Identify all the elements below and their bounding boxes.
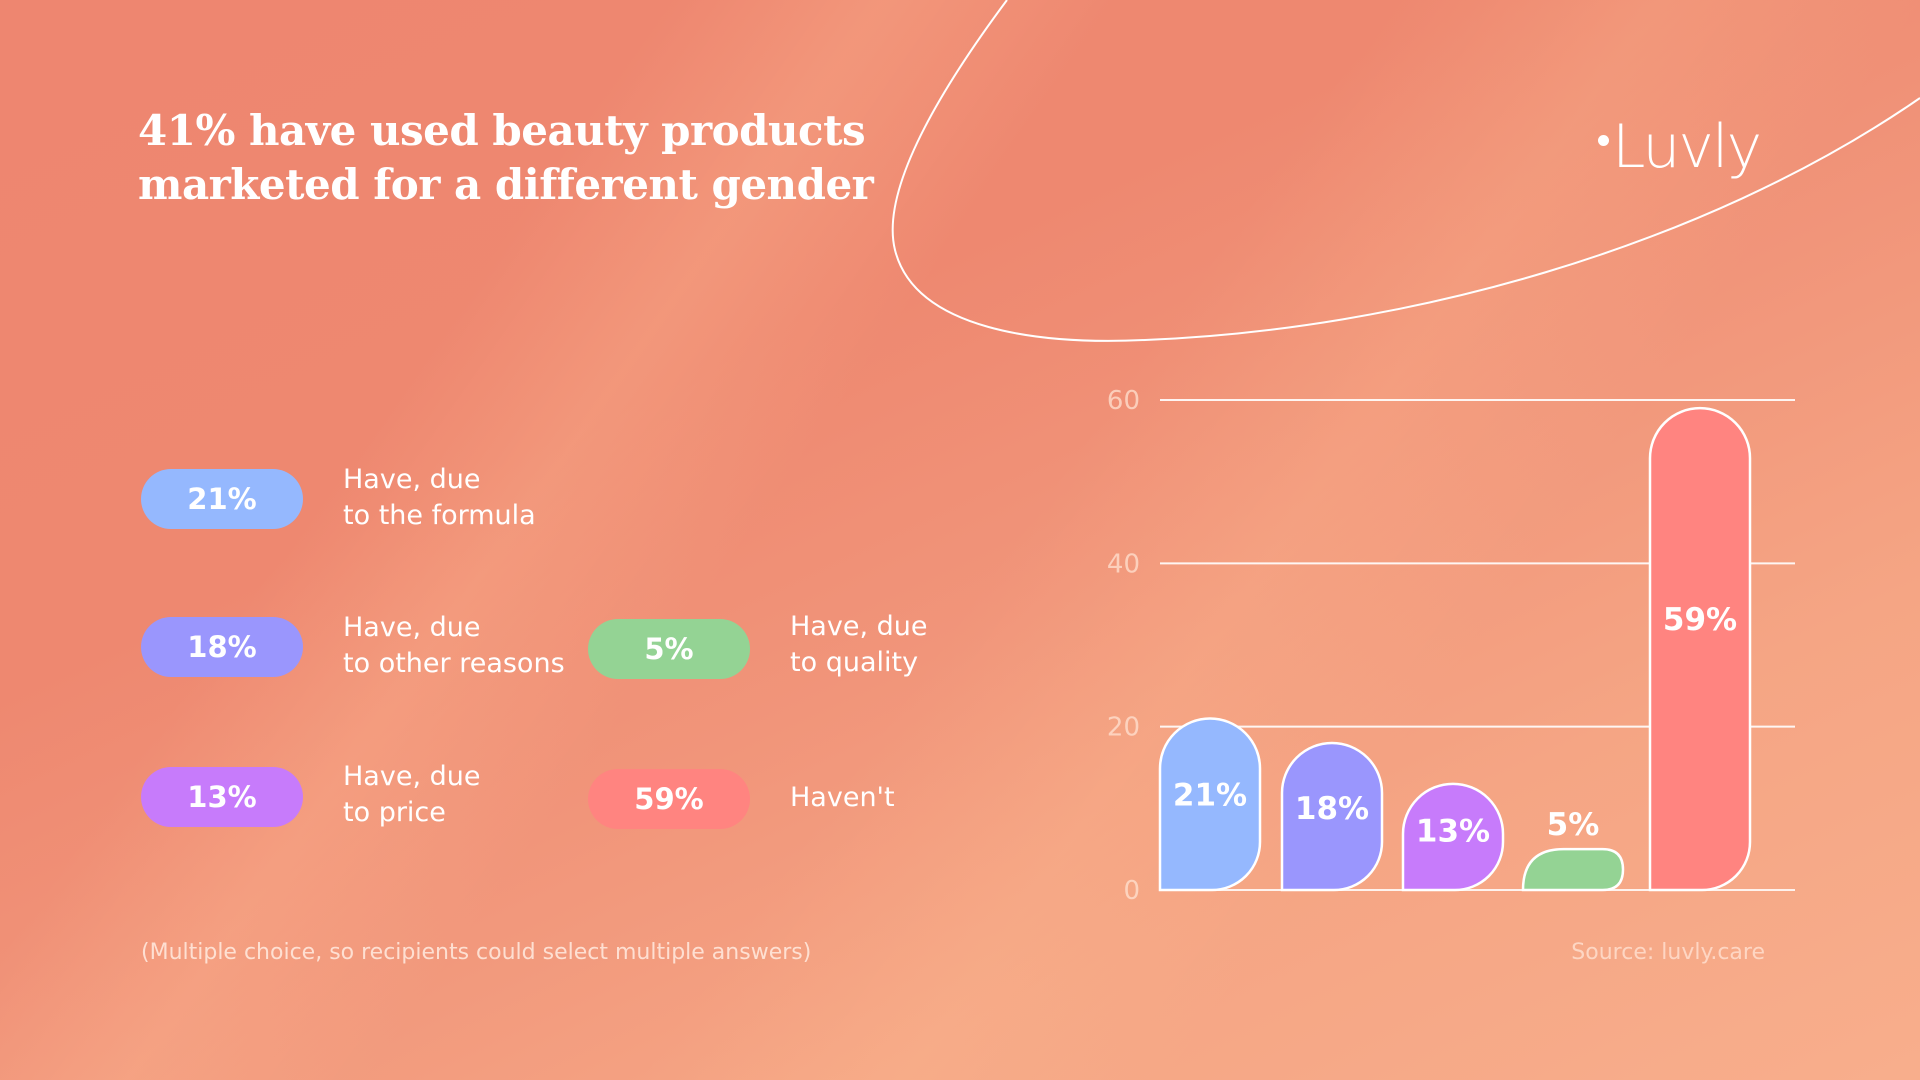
legend-value: 13% <box>187 780 257 814</box>
legend-pill-havent: 59% <box>588 769 750 829</box>
legend-value: 21% <box>187 482 257 516</box>
bar <box>1648 407 1752 892</box>
logo-text: Luvly <box>1612 112 1762 182</box>
legend-label-quality: Have, due to quality <box>790 609 927 681</box>
bar-data-label: 18% <box>1295 791 1369 827</box>
legend-label-havent: Haven't <box>790 780 895 816</box>
y-tick-label: 40 <box>1107 549 1140 579</box>
bar-data-label: 13% <box>1416 814 1490 850</box>
y-tick-label: 0 <box>1123 876 1140 906</box>
legend-value: 59% <box>634 782 704 816</box>
legend-value: 5% <box>644 632 694 666</box>
logo-dot-icon <box>1598 135 1609 146</box>
bar-data-label: 5% <box>1547 807 1600 843</box>
legend-label-line: Have, due <box>343 464 481 495</box>
legend-label-price: Have, due to price <box>343 759 480 831</box>
title-line-2: marketed for a different gender <box>138 160 874 209</box>
legend-pill-price: 13% <box>141 767 303 827</box>
legend-label-line: to quality <box>790 647 919 678</box>
legend-label-line: to the formula <box>343 500 536 531</box>
page-title: 41% have used beauty products marketed f… <box>138 104 874 212</box>
bar <box>1158 717 1262 892</box>
legend-label-line: Have, due <box>790 611 928 642</box>
source-credit: Source: luvly.care <box>1571 940 1765 965</box>
bar <box>1280 741 1384 892</box>
legend-value: 18% <box>187 630 257 664</box>
legend-label-line: to other reasons <box>343 648 565 679</box>
y-tick-label: 60 <box>1107 386 1140 416</box>
legend-label-line: Have, due <box>343 761 481 792</box>
legend-pill-other-reasons: 18% <box>141 617 303 677</box>
decorative-curve-line <box>891 0 1920 342</box>
bar-data-label: 21% <box>1173 778 1247 814</box>
luvly-logo: Luvly <box>1598 112 1762 182</box>
legend-label-line: to price <box>343 797 446 828</box>
legend-pill-quality: 5% <box>588 619 750 679</box>
legend-label-other-reasons: Have, due to other reasons <box>343 610 565 682</box>
y-tick-label: 20 <box>1107 713 1140 743</box>
bar <box>1521 847 1625 892</box>
footnote: (Multiple choice, so recipients could se… <box>141 940 812 965</box>
legend-pill-formula: 21% <box>141 469 303 529</box>
bar <box>1401 782 1505 892</box>
legend-label-line: Have, due <box>343 612 481 643</box>
legend-label-formula: Have, due to the formula <box>343 462 536 534</box>
legend-label-line: Haven't <box>790 782 895 813</box>
title-line-1: 41% have used beauty products <box>138 106 866 155</box>
bar-data-label: 59% <box>1663 602 1737 638</box>
